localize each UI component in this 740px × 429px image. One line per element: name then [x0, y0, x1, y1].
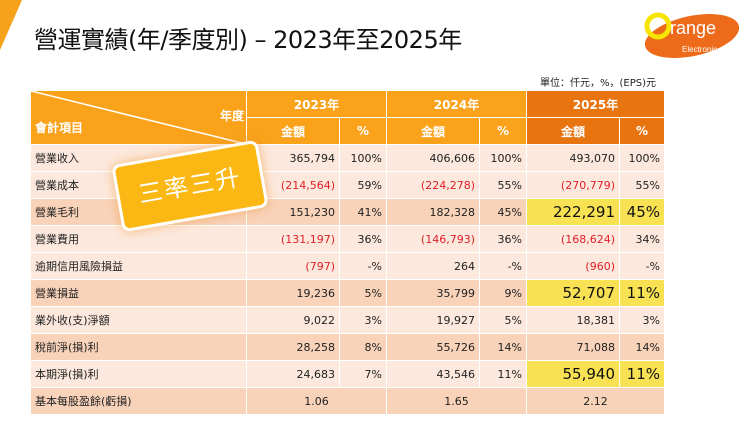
pct-cell: 3%	[619, 306, 665, 334]
pct-header: %	[619, 117, 665, 145]
amount-cell: 24,683	[246, 360, 340, 388]
pct-cell: 14%	[619, 333, 665, 361]
amount-cell: (797)	[246, 252, 340, 280]
pct-cell: 34%	[619, 225, 665, 253]
table-row: 營業損益 19,236 5% 35,799 9% 52,707 11%	[30, 279, 665, 307]
amount-cell: 28,258	[246, 333, 340, 361]
amount-header: 金額	[246, 117, 340, 145]
pct-cell: 55%	[619, 171, 665, 199]
amount-cell: 19,927	[386, 306, 480, 334]
pct-cell: 11%	[479, 360, 527, 388]
year-header-2023: 2023年	[246, 90, 387, 118]
eps-cell: 2.12	[526, 387, 665, 415]
pct-header: %	[339, 117, 387, 145]
amount-cell: 264	[386, 252, 480, 280]
amount-cell: (960)	[526, 252, 620, 280]
row-label: 業外收(支)淨額	[30, 306, 247, 334]
amount-cell: 55,726	[386, 333, 480, 361]
pct-cell: -%	[479, 252, 527, 280]
svg-text:Electronic: Electronic	[682, 45, 717, 54]
amount-cell: 182,328	[386, 198, 480, 226]
pct-cell: 11%	[619, 360, 665, 388]
amount-cell: 71,088	[526, 333, 620, 361]
pct-cell: 59%	[339, 171, 387, 199]
amount-cell: 406,606	[386, 144, 480, 172]
amount-cell: (168,624)	[526, 225, 620, 253]
financial-table: 年度 會計項目 2023年 2024年 2025年 金額 % 金額 % 金額 %…	[30, 90, 665, 415]
table-row: 業外收(支)淨額 9,022 3% 19,927 5% 18,381 3%	[30, 306, 665, 334]
amount-cell: 493,070	[526, 144, 620, 172]
pct-cell: 8%	[339, 333, 387, 361]
table-row: 逾期信用風險損益 (797) -% 264 -% (960) -%	[30, 252, 665, 280]
table-row: 基本每股盈餘(虧損) 1.06 1.65 2.12	[30, 387, 665, 415]
table-row: 營業費用 (131,197) 36% (146,793) 36% (168,624) 34%	[30, 225, 665, 253]
amount-cell: (146,793)	[386, 225, 480, 253]
year-header-2025: 2025年	[526, 90, 665, 118]
pct-cell: 11%	[619, 279, 665, 307]
amount-cell: 19,236	[246, 279, 340, 307]
amount-cell: (131,197)	[246, 225, 340, 253]
amount-cell: 18,381	[526, 306, 620, 334]
pct-cell: 5%	[479, 306, 527, 334]
unit-note: 單位：仟元，%，(EPS)元	[540, 78, 657, 89]
pct-cell: 45%	[479, 198, 527, 226]
row-label: 本期淨(損)利	[30, 360, 247, 388]
eps-cell: 1.06	[246, 387, 387, 415]
amount-cell: 55,940	[526, 360, 620, 388]
year-label: 年度	[219, 109, 244, 123]
table-row: 稅前淨(損)利 28,258 8% 55,726 14% 71,088 14%	[30, 333, 665, 361]
amount-cell: (224,278)	[386, 171, 480, 199]
pct-cell: 100%	[339, 144, 387, 172]
pct-cell: 55%	[479, 171, 527, 199]
pct-cell: -%	[339, 252, 387, 280]
pct-cell: 45%	[619, 198, 665, 226]
amount-cell: 35,799	[386, 279, 480, 307]
amount-cell: 222,291	[526, 198, 620, 226]
amount-cell: 43,546	[386, 360, 480, 388]
page-title: 營運實績(年/季度別) – 2023年至2025年	[34, 26, 462, 54]
amount-cell: 9,022	[246, 306, 340, 334]
row-label: 稅前淨(損)利	[30, 333, 247, 361]
orange-electronic-logo: range Electronic	[644, 12, 740, 58]
pct-cell: 36%	[479, 225, 527, 253]
table-row: 本期淨(損)利 24,683 7% 43,546 11% 55,940 11%	[30, 360, 665, 388]
row-label: 營業損益	[30, 279, 247, 307]
pct-cell: 9%	[479, 279, 527, 307]
row-label: 逾期信用風險損益	[30, 252, 247, 280]
pct-cell: 41%	[339, 198, 387, 226]
item-label: 會計項目	[35, 121, 84, 135]
svg-text:range: range	[670, 18, 716, 38]
pct-cell: -%	[619, 252, 665, 280]
year-header-2024: 2024年	[386, 90, 527, 118]
pct-cell: 36%	[339, 225, 387, 253]
amount-header: 金額	[526, 117, 620, 145]
eps-cell: 1.65	[386, 387, 527, 415]
row-label: 基本每股盈餘(虧損)	[30, 387, 247, 415]
pct-cell: 7%	[339, 360, 387, 388]
header-diagonal-cell: 年度 會計項目	[30, 90, 254, 146]
amount-header: 金額	[386, 117, 480, 145]
amount-cell: 52,707	[526, 279, 620, 307]
pct-cell: 14%	[479, 333, 527, 361]
corner-decoration	[0, 0, 22, 50]
pct-cell: 100%	[479, 144, 527, 172]
pct-cell: 100%	[619, 144, 665, 172]
pct-header: %	[479, 117, 527, 145]
pct-cell: 5%	[339, 279, 387, 307]
amount-cell: (270,779)	[526, 171, 620, 199]
pct-cell: 3%	[339, 306, 387, 334]
